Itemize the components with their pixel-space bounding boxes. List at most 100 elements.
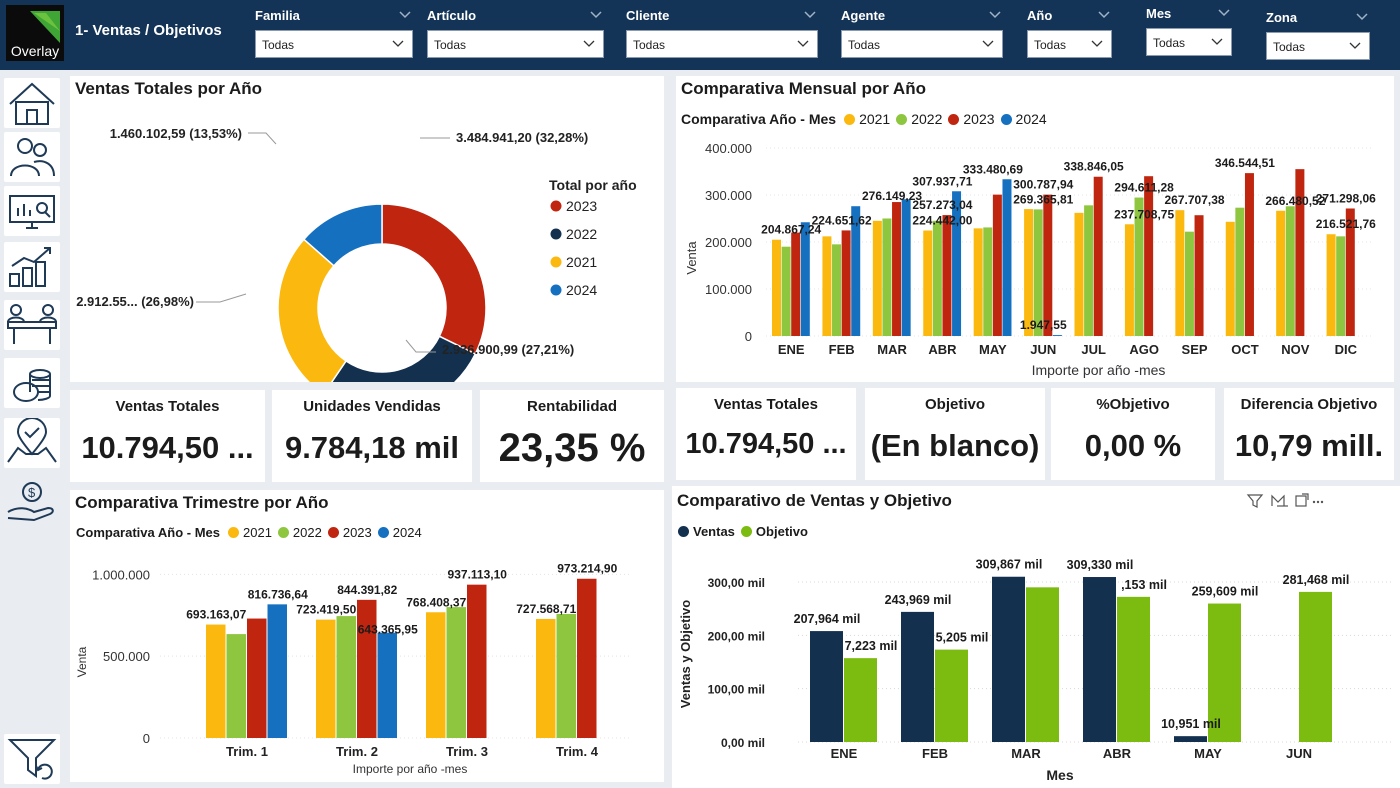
bar-2021-MAR[interactable]	[872, 220, 882, 336]
reset-filters-button[interactable]	[4, 734, 60, 784]
bar-2022-OCT[interactable]	[1235, 207, 1245, 336]
bar-2021-AGO[interactable]	[1124, 224, 1134, 336]
bar-2023-q3[interactable]	[467, 584, 487, 738]
legend-item-ventas[interactable]: Ventas	[678, 524, 735, 539]
bar-2023-MAY[interactable]	[992, 194, 1002, 336]
bar-2024-FEB[interactable]	[851, 206, 861, 336]
legend-item-2022[interactable]: 2022	[277, 525, 322, 540]
focus-mode-icon[interactable]	[1295, 493, 1309, 507]
bar-ventas-MAY[interactable]	[1174, 736, 1207, 742]
bar-2021-q4[interactable]	[536, 618, 556, 738]
bar-2024-q2[interactable]	[377, 632, 398, 738]
monthly-bar-chart[interactable]: 0 100.000 200.000 300.000 400.000 Venta ENE FEB…	[676, 76, 1394, 382]
chevron-down-icon[interactable]	[588, 9, 604, 21]
bar-2023-MAR[interactable]	[892, 202, 902, 336]
nav-map-button[interactable]	[4, 418, 60, 468]
filter-agente[interactable]: Agente Todas	[841, 6, 1003, 62]
bar-2023-ENE[interactable]	[791, 232, 801, 336]
bar-2021-q2[interactable]	[316, 619, 336, 738]
filter-articulo[interactable]: Artículo Todas	[427, 6, 604, 62]
bar-2021-MAY[interactable]	[973, 228, 983, 336]
legend-label-2023[interactable]: 2023	[566, 198, 597, 214]
bar-objetivo-ENE[interactable]	[844, 658, 877, 742]
bar-2022-DIC[interactable]	[1336, 236, 1346, 336]
bar-2022-MAY[interactable]	[983, 227, 993, 336]
bar-2024-q1[interactable]	[267, 604, 288, 738]
chevron-down-icon[interactable]	[1216, 7, 1232, 19]
bar-2023-JUL[interactable]	[1093, 176, 1103, 336]
quarterly-bar-chart[interactable]: 0 500.000 1.000.000 Venta Trim. 1 Trim. 2 Trim…	[70, 490, 664, 782]
nav-coins-button[interactable]	[4, 358, 60, 408]
filter-select[interactable]: Todas	[626, 30, 818, 58]
filter-familia[interactable]: Familia Todas	[255, 6, 413, 62]
legend-item-2022[interactable]: 2022	[896, 111, 942, 127]
filter-zona[interactable]: Zona Todas	[1266, 8, 1370, 64]
bar-2022-ABR[interactable]	[932, 220, 942, 336]
bar-2021-OCT[interactable]	[1225, 221, 1235, 336]
bar-2024-ENE[interactable]	[800, 222, 810, 336]
bar-2023-SEP[interactable]	[1194, 215, 1204, 336]
chevron-down-icon[interactable]	[397, 9, 413, 21]
bar-2022-AGO[interactable]	[1134, 197, 1144, 336]
filter-mes[interactable]: Mes Todas	[1146, 4, 1232, 60]
filter-select[interactable]: Todas	[841, 30, 1003, 58]
bar-2022-FEB[interactable]	[832, 244, 842, 336]
legend-item-2023[interactable]: 2023	[327, 525, 372, 540]
legend-item-2024[interactable]: 2024	[377, 525, 422, 540]
filter-select[interactable]: Todas	[1027, 30, 1112, 58]
filter-select[interactable]: Todas	[1146, 28, 1232, 56]
nav-monitor-button[interactable]	[4, 186, 60, 236]
chevron-down-icon[interactable]	[1354, 11, 1370, 23]
bar-2023-q1[interactable]	[247, 618, 267, 738]
bar-objetivo-MAY[interactable]	[1208, 603, 1241, 742]
bar-2022-JUN[interactable]	[1033, 209, 1043, 336]
bar-2021-FEB[interactable]	[822, 236, 832, 336]
bar-2021-q1[interactable]	[206, 624, 226, 738]
bar-2023-DIC[interactable]	[1345, 208, 1355, 336]
drill-icon[interactable]	[1271, 494, 1288, 507]
more-options-icon[interactable]	[1312, 500, 1324, 504]
bar-2022-MAR[interactable]	[882, 218, 892, 337]
donut-slice-2024[interactable]	[302, 203, 383, 267]
chevron-down-icon[interactable]	[802, 9, 818, 21]
legend-label-2022[interactable]: 2022	[566, 226, 597, 242]
filter-select[interactable]: Todas	[427, 30, 604, 58]
legend-item-2021[interactable]: 2021	[228, 525, 272, 540]
bar-2021-DIC[interactable]	[1326, 234, 1336, 336]
bar-2024-JUN[interactable]	[1052, 335, 1062, 336]
chevron-down-icon[interactable]	[1096, 9, 1112, 21]
bar-2022-NOV[interactable]	[1285, 206, 1295, 336]
bar-2022-SEP[interactable]	[1184, 231, 1194, 336]
bar-2022-q3[interactable]	[446, 607, 467, 738]
bar-2024-ABR[interactable]	[952, 191, 962, 336]
objective-bar-chart[interactable]: 0,00 mil 100,00 mil 200,00 mil 300,00 mil Ve…	[672, 486, 1400, 788]
filter-icon[interactable]	[1246, 494, 1264, 508]
nav-meeting-button[interactable]	[4, 300, 60, 350]
chevron-down-icon[interactable]	[987, 9, 1003, 21]
bar-ventas-FEB[interactable]	[901, 611, 934, 742]
bar-2023-NOV[interactable]	[1295, 169, 1305, 336]
bar-2023-ABR[interactable]	[942, 215, 952, 336]
legend-item-2023[interactable]: 2023	[948, 111, 995, 127]
filter-select[interactable]: Todas	[255, 30, 413, 58]
legend-item-2024[interactable]: 2024	[1000, 111, 1047, 127]
filter-select[interactable]: Todas	[1266, 32, 1370, 60]
bar-objetivo-FEB[interactable]	[935, 649, 968, 742]
nav-money-button[interactable]: $	[4, 478, 60, 528]
bar-2021-SEP[interactable]	[1175, 210, 1185, 336]
bar-objetivo-JUN[interactable]	[1299, 591, 1332, 742]
donut-slice-2023[interactable]	[381, 203, 487, 355]
bar-2022-ENE[interactable]	[781, 246, 791, 336]
legend-item-objetivo[interactable]: Objetivo	[740, 524, 808, 539]
donut-chart[interactable]: 3.484.941,20 (32,28%) 2.936.900,99 (27,21…	[70, 76, 664, 382]
legend-item-2021[interactable]: 2021	[844, 111, 890, 127]
bar-2021-JUN[interactable]	[1024, 209, 1034, 336]
bar-2023-AGO[interactable]	[1144, 176, 1154, 336]
bar-ventas-ABR[interactable]	[1083, 577, 1116, 742]
bar-2021-ABR[interactable]	[923, 230, 933, 336]
donut-slice-2022[interactable]	[324, 335, 477, 382]
bar-2022-q1[interactable]	[226, 634, 247, 738]
bar-2021-q3[interactable]	[426, 612, 446, 738]
bar-2022-q4[interactable]	[556, 613, 577, 738]
bar-2021-ENE[interactable]	[772, 239, 782, 336]
